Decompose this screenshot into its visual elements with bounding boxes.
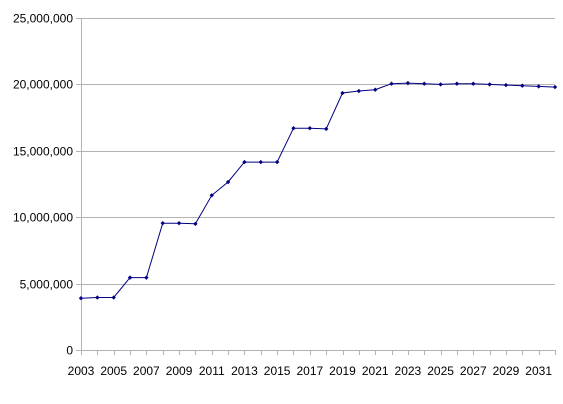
data-point-2013 [242, 159, 247, 165]
data-point-2008 [160, 220, 165, 226]
data-point-2015 [274, 159, 280, 165]
x-tick-label-2027: 2027 [460, 364, 487, 378]
data-point-markers [78, 80, 558, 301]
x-tick-label-2025: 2025 [427, 364, 454, 378]
x-tick-label-2019: 2019 [329, 364, 356, 378]
x-tick-label-2031: 2031 [525, 364, 552, 378]
data-point-2009 [176, 220, 182, 226]
axes [76, 18, 556, 355]
data-point-2028 [487, 82, 492, 87]
x-tick-label-2021: 2021 [362, 364, 389, 378]
y-tick-label-1: 5,000,000 [20, 278, 74, 292]
data-point-2005 [111, 295, 116, 300]
data-point-2029 [503, 82, 509, 88]
data-point-2010 [193, 221, 198, 227]
data-point-2020 [356, 88, 362, 94]
data-point-2022 [389, 81, 394, 86]
data-point-2011 [209, 193, 214, 198]
series-line-0 [80, 82, 556, 299]
x-tick-label-2007: 2007 [133, 364, 160, 378]
x-tick-label-2029: 2029 [493, 364, 520, 378]
data-point-2032 [552, 84, 558, 90]
data-point-2018 [323, 126, 329, 132]
data-point-2003 [78, 296, 84, 301]
data-point-2007 [144, 275, 149, 280]
data-point-2021 [373, 87, 378, 92]
data-point-2004 [95, 295, 100, 300]
data-point-2024 [422, 81, 427, 86]
data-point-2030 [520, 83, 525, 88]
data-point-2016 [291, 126, 296, 131]
y-tick-label-0: 0 [66, 344, 73, 358]
y-tick-label-3: 15,000,000 [13, 145, 73, 159]
data-point-2027 [471, 81, 476, 86]
y-axis-tick-labels: 0 5,000,000 10,000,000 15,000,000 20,000,000… [13, 12, 73, 358]
x-tick-label-2023: 2023 [395, 364, 422, 378]
x-tick-label-2005: 2005 [100, 364, 127, 378]
data-point-2012 [225, 179, 231, 185]
data-point-2031 [536, 84, 541, 89]
series-line-layer [80, 82, 556, 299]
x-tick-label-2011: 2011 [199, 364, 225, 378]
x-tick-label-2015: 2015 [264, 364, 291, 378]
x-tick-label-2003: 2003 [68, 364, 95, 378]
data-point-2006 [127, 275, 133, 280]
x-tick-label-2013: 2013 [231, 364, 258, 378]
data-point-2019 [340, 90, 345, 96]
data-point-2025 [438, 82, 443, 87]
x-axis-tick-labels: 2003 2005 2007 2009 2011 2013 2015 2017 2019 2021… [68, 364, 553, 378]
grid-lines [81, 18, 555, 285]
x-tick-label-2009: 2009 [166, 364, 193, 378]
data-point-2023 [405, 80, 411, 86]
y-tick-label-4: 20,000,000 [13, 78, 73, 92]
data-point-2014 [258, 159, 263, 165]
y-tick-label-2: 10,000,000 [13, 211, 73, 225]
data-point-2017 [307, 126, 313, 131]
x-tick-label-2017: 2017 [296, 364, 323, 378]
y-tick-label-5: 25,000,000 [13, 12, 73, 26]
data-point-2026 [454, 81, 460, 86]
